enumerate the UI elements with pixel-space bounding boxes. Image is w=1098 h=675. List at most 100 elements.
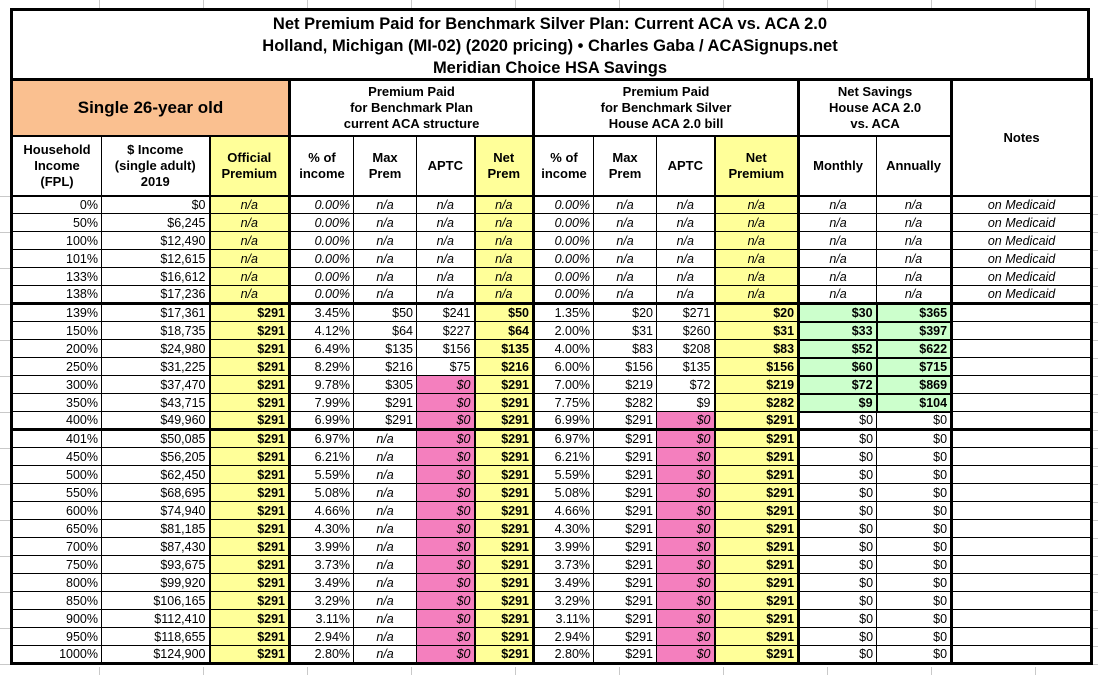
cell-savings-annually[interactable]: $104 xyxy=(875,392,953,413)
column-header-notes[interactable]: Notes xyxy=(950,79,1093,197)
cell-aca-net-prem[interactable]: $291 xyxy=(473,591,535,610)
cell-house-pct[interactable]: 3.99% xyxy=(532,537,595,556)
cell-aca-max-prem[interactable]: n/a xyxy=(353,428,418,448)
cell-official-premium[interactable]: n/a xyxy=(208,231,291,250)
cell-aca-max-prem[interactable]: n/a xyxy=(353,627,418,646)
cell-official-premium[interactable]: $291 xyxy=(208,339,291,358)
cell-income[interactable]: $56,205 xyxy=(101,447,210,466)
cell-fpl[interactable]: 700% xyxy=(11,537,102,556)
cell-aca-net-prem[interactable]: $50 xyxy=(473,302,535,322)
cell-house-aptc[interactable]: n/a xyxy=(656,231,716,250)
cell-savings-monthly[interactable]: $0 xyxy=(797,483,878,502)
cell-aca-max-prem[interactable]: n/a xyxy=(353,501,418,520)
cell-house-aptc[interactable]: $135 xyxy=(656,357,716,376)
cell-aca-net-prem[interactable]: $291 xyxy=(473,465,535,484)
cell-aca-aptc[interactable]: $0 xyxy=(416,609,476,628)
cell-income[interactable]: $62,450 xyxy=(101,465,210,484)
cell-aca-net-prem[interactable]: $291 xyxy=(473,555,535,574)
cell-notes[interactable] xyxy=(950,393,1093,412)
cell-house-net-premium[interactable]: $291 xyxy=(713,609,800,628)
cell-savings-annually[interactable]: $0 xyxy=(876,537,953,556)
column-header-aca-net-prem[interactable]: Net Prem xyxy=(473,135,535,197)
column-header-savings-annually[interactable]: Annually xyxy=(876,135,953,197)
cell-aca-aptc[interactable]: $0 xyxy=(416,627,476,646)
cell-house-pct[interactable]: 3.29% xyxy=(532,591,595,610)
cell-official-premium[interactable]: n/a xyxy=(208,213,291,232)
cell-aca-net-prem[interactable]: n/a xyxy=(473,213,535,232)
cell-income[interactable]: $17,236 xyxy=(101,285,210,304)
cell-aca-pct[interactable]: 5.59% xyxy=(288,465,355,484)
cell-aca-max-prem[interactable]: n/a xyxy=(353,573,418,592)
cell-house-max-prem[interactable]: $291 xyxy=(593,411,658,430)
column-header-income[interactable]: $ Income (single adult) 2019 xyxy=(101,135,210,197)
cell-house-pct[interactable]: 0.00% xyxy=(532,249,595,268)
column-header-aca-max-prem[interactable]: Max Prem xyxy=(353,135,418,197)
cell-house-max-prem[interactable]: $291 xyxy=(593,609,658,628)
cell-house-net-premium[interactable]: $20 xyxy=(713,302,800,322)
cell-house-aptc[interactable]: $0 xyxy=(656,501,716,520)
cell-house-aptc[interactable]: n/a xyxy=(656,285,716,304)
cell-savings-monthly[interactable]: $33 xyxy=(797,320,878,341)
cell-savings-monthly[interactable]: $0 xyxy=(797,501,878,520)
cell-house-max-prem[interactable]: $156 xyxy=(593,357,658,376)
cell-aca-net-prem[interactable]: $291 xyxy=(473,609,535,628)
cell-fpl[interactable]: 200% xyxy=(11,339,102,358)
cell-notes[interactable] xyxy=(950,357,1093,376)
cell-aca-max-prem[interactable]: $291 xyxy=(353,411,418,430)
cell-house-aptc[interactable]: n/a xyxy=(656,267,716,286)
column-header-aca-pct-income[interactable]: % of income xyxy=(288,135,355,197)
cell-aca-pct[interactable]: 7.99% xyxy=(288,393,355,412)
cell-official-premium[interactable]: n/a xyxy=(208,285,291,304)
cell-fpl[interactable]: 50% xyxy=(11,213,102,232)
cell-aca-max-prem[interactable]: $135 xyxy=(353,339,418,358)
cell-savings-monthly[interactable]: $0 xyxy=(797,428,878,448)
cell-official-premium[interactable]: n/a xyxy=(208,267,291,286)
cell-official-premium[interactable]: $291 xyxy=(208,411,291,430)
cell-savings-monthly[interactable]: $0 xyxy=(797,627,878,646)
cell-fpl[interactable]: 1000% xyxy=(11,645,102,664)
cell-fpl[interactable]: 600% xyxy=(11,501,102,520)
cell-house-pct[interactable]: 4.66% xyxy=(532,501,595,520)
cell-notes[interactable] xyxy=(950,375,1093,394)
cell-house-aptc[interactable]: $0 xyxy=(656,411,716,430)
cell-house-net-premium[interactable]: $291 xyxy=(713,627,800,646)
cell-house-net-premium[interactable]: n/a xyxy=(713,195,800,214)
cell-house-aptc[interactable]: $0 xyxy=(656,428,716,448)
cell-income[interactable]: $49,960 xyxy=(101,411,210,430)
cell-official-premium[interactable]: $291 xyxy=(208,609,291,628)
column-header-house-aptc[interactable]: APTC xyxy=(656,135,716,197)
cell-savings-annually[interactable]: $0 xyxy=(876,645,953,664)
cell-aca-net-prem[interactable]: n/a xyxy=(473,195,535,214)
cell-official-premium[interactable]: $291 xyxy=(208,645,291,664)
cell-house-net-premium[interactable]: $291 xyxy=(713,501,800,520)
cell-income[interactable]: $43,715 xyxy=(101,393,210,412)
cell-notes[interactable] xyxy=(950,645,1093,664)
cell-aca-aptc[interactable]: $0 xyxy=(416,519,476,538)
cell-aca-net-prem[interactable]: $64 xyxy=(473,321,535,340)
cell-house-max-prem[interactable]: $219 xyxy=(593,375,658,394)
cell-house-net-premium[interactable]: $291 xyxy=(713,465,800,484)
cell-house-max-prem[interactable]: $291 xyxy=(593,591,658,610)
cell-aca-pct[interactable]: 4.66% xyxy=(288,501,355,520)
cell-aca-net-prem[interactable]: n/a xyxy=(473,249,535,268)
cell-aca-max-prem[interactable]: $64 xyxy=(353,321,418,340)
cell-fpl[interactable]: 900% xyxy=(11,609,102,628)
cell-aca-net-prem[interactable]: $291 xyxy=(473,411,535,430)
cell-house-net-premium[interactable]: n/a xyxy=(713,267,800,286)
cell-house-pct[interactable]: 3.73% xyxy=(532,555,595,574)
cell-fpl[interactable]: 139% xyxy=(11,302,102,322)
cell-aca-max-prem[interactable]: n/a xyxy=(353,555,418,574)
cell-house-max-prem[interactable]: n/a xyxy=(593,213,658,232)
cell-notes[interactable] xyxy=(950,339,1093,358)
cell-aca-net-prem[interactable]: $291 xyxy=(473,483,535,502)
column-header-savings-monthly[interactable]: Monthly xyxy=(797,135,878,197)
cell-savings-annually[interactable]: n/a xyxy=(876,231,953,250)
cell-aca-aptc[interactable]: $241 xyxy=(416,302,476,322)
cell-savings-annually[interactable]: $0 xyxy=(876,483,953,502)
cell-house-max-prem[interactable]: $291 xyxy=(593,519,658,538)
column-header-aca-aptc[interactable]: APTC xyxy=(416,135,476,197)
cell-aca-aptc[interactable]: $0 xyxy=(416,501,476,520)
cell-aca-max-prem[interactable]: n/a xyxy=(353,609,418,628)
cell-notes[interactable] xyxy=(950,555,1093,574)
cell-house-net-premium[interactable]: $291 xyxy=(713,555,800,574)
